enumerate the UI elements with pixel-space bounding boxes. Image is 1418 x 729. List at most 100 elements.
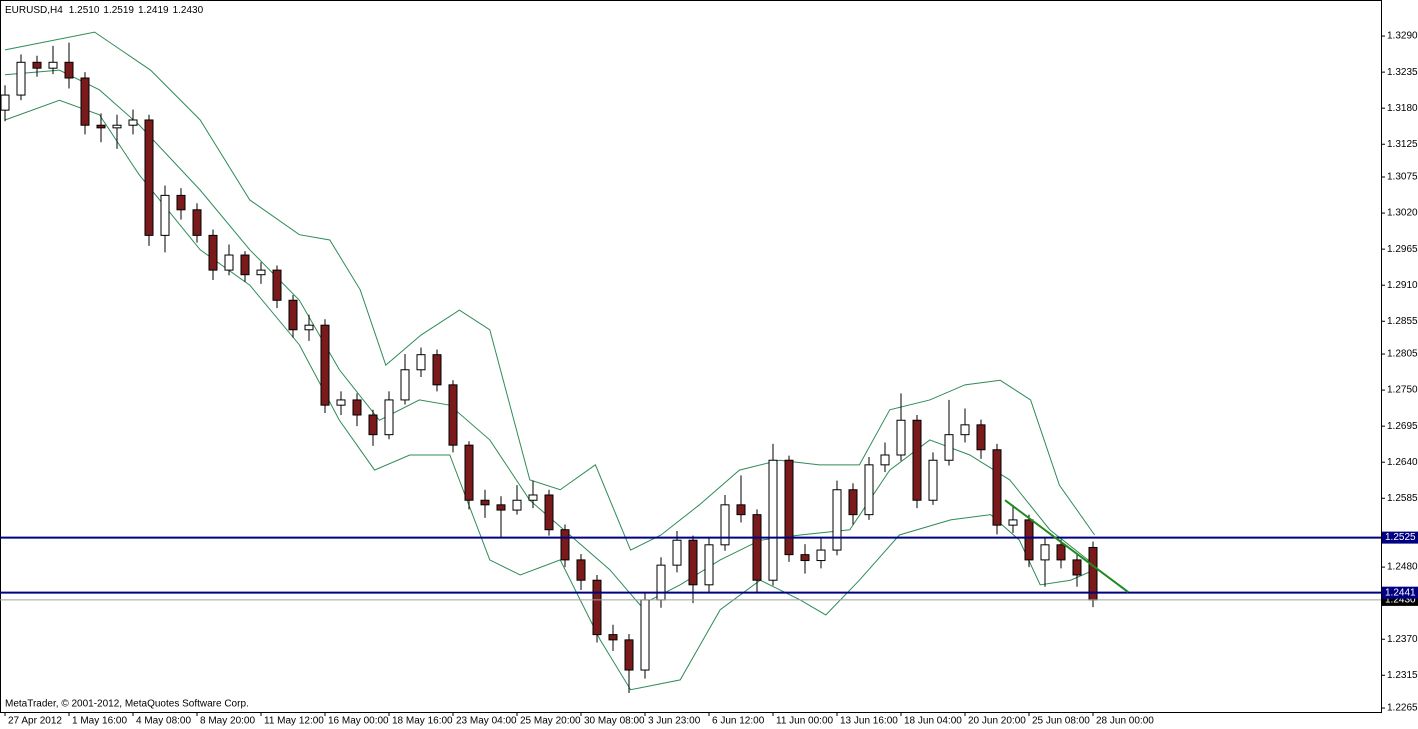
candle-body — [176, 194, 186, 211]
y-tick-label: 1.2265 — [1387, 703, 1418, 714]
chart-header: EURUSD,H4 1.2510 1.2519 1.2419 1.2430 — [5, 5, 204, 16]
candle-body — [1040, 544, 1050, 561]
y-tick-label: 1.2370 — [1387, 634, 1418, 645]
candle-body — [96, 124, 106, 129]
y-tick-label: 1.3290 — [1387, 31, 1418, 42]
y-tick-label: 1.2640 — [1387, 457, 1418, 468]
candle-body — [864, 464, 874, 516]
candle-body — [272, 269, 282, 301]
candle-body — [816, 549, 826, 562]
candle-body — [32, 61, 42, 69]
candle-body — [512, 499, 522, 511]
candle-body — [208, 234, 218, 271]
candle-body — [304, 324, 314, 331]
candle-body — [944, 434, 954, 461]
y-tick-label: 1.2805 — [1387, 349, 1418, 360]
candle-body — [896, 419, 906, 456]
x-tick-label: 3 Jun 23:00 — [648, 716, 701, 727]
x-tick-label: 20 Jun 20:00 — [968, 716, 1026, 727]
candle-body — [256, 269, 266, 276]
y-tick-label: 1.2585 — [1387, 493, 1418, 504]
candle-body — [1072, 559, 1082, 576]
candle-body — [192, 209, 202, 236]
candle-body — [400, 369, 410, 401]
candle-body — [768, 459, 778, 581]
candle-body — [976, 424, 986, 451]
candle-body — [0, 94, 10, 111]
y-tick-label: 1.3180 — [1387, 103, 1418, 114]
candle-body — [832, 489, 842, 551]
candle-body — [384, 399, 394, 436]
price-label: 1.2430 — [1385, 595, 1416, 606]
y-tick-label: 1.2910 — [1387, 280, 1418, 291]
candle-body — [1008, 519, 1018, 526]
candle-body — [64, 61, 74, 79]
candle-body — [624, 639, 634, 671]
candle-body — [224, 254, 234, 271]
x-tick-label: 27 Apr 2012 — [8, 716, 62, 727]
x-tick-label: 16 May 00:00 — [328, 716, 389, 727]
price-label-box — [1382, 531, 1418, 544]
candle-body — [560, 529, 570, 561]
x-tick-label: 18 Jun 04:00 — [904, 716, 962, 727]
candle-body — [80, 77, 90, 126]
candle-body — [48, 61, 58, 69]
candle-body — [912, 419, 922, 501]
candle-body — [496, 504, 506, 511]
symbol: EURUSD,H4 — [5, 5, 63, 16]
candle-body — [640, 599, 650, 671]
candle-body — [1024, 519, 1034, 561]
candle-body — [960, 424, 970, 436]
x-tick-label: 28 Jun 00:00 — [1096, 716, 1154, 727]
x-tick-label: 4 May 08:00 — [136, 716, 191, 727]
y-tick-label: 1.2750 — [1387, 385, 1418, 396]
x-tick-label: 11 Jun 00:00 — [776, 716, 834, 727]
candle-body — [752, 514, 762, 581]
y-tick-label: 1.3020 — [1387, 208, 1418, 219]
x-tick-label: 1 May 16:00 — [72, 716, 127, 727]
price-label: 1.2441 — [1385, 587, 1416, 598]
candle-body — [288, 299, 298, 331]
footer: MetaTrader, © 2001-2012, MetaQuotes Soft… — [5, 699, 249, 710]
candle-body — [160, 194, 170, 236]
candle-body — [368, 414, 378, 436]
bollinger-band — [4, 31, 1096, 551]
candle-body — [656, 564, 666, 601]
quote-low: 1.2419 — [138, 5, 169, 16]
candle-body — [336, 399, 346, 406]
candle-body — [1056, 544, 1066, 561]
x-tick-label: 13 Jun 16:00 — [840, 716, 898, 727]
bollinger-band — [4, 99, 1095, 691]
candle-body — [736, 504, 746, 516]
candle-body — [528, 494, 538, 501]
candle-body — [240, 254, 250, 276]
candle-body — [688, 539, 698, 586]
y-tick-label: 1.2855 — [1387, 316, 1418, 327]
candle-body — [448, 384, 458, 446]
candle-body — [800, 554, 810, 562]
y-tick-label: 1.2480 — [1387, 562, 1418, 573]
candle-body — [480, 499, 490, 506]
x-tick-label: 18 May 16:00 — [392, 716, 453, 727]
x-tick-label: 11 May 12:00 — [264, 716, 324, 727]
y-tick-label: 1.3075 — [1387, 172, 1418, 183]
candle-body — [720, 504, 730, 546]
x-tick-label: 25 Jun 08:00 — [1032, 716, 1090, 727]
y-tick-label: 1.3125 — [1387, 139, 1418, 150]
plot-frame — [0, 0, 1382, 713]
y-tick-label: 1.2965 — [1387, 244, 1418, 255]
candle-body — [784, 459, 794, 556]
quote-close: 1.2430 — [173, 5, 204, 16]
x-tick-label: 6 Jun 12:00 — [712, 716, 765, 727]
trend-line — [1004, 499, 1129, 593]
candle-body — [320, 324, 330, 406]
candle-body — [880, 454, 890, 466]
candle-body — [144, 119, 154, 236]
candle-body — [16, 61, 26, 96]
candle-body — [352, 399, 362, 416]
y-tick-label: 1.2695 — [1387, 421, 1418, 432]
candle-body — [544, 494, 554, 531]
candle-body — [848, 489, 858, 516]
